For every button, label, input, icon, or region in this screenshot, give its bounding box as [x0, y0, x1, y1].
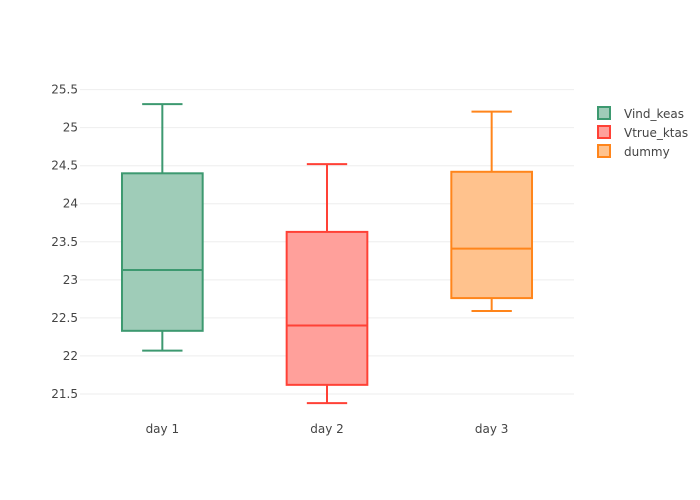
y-tick-label: 22 [63, 349, 78, 363]
y-tick-label: 23.5 [51, 235, 78, 249]
legend-swatch [597, 144, 611, 158]
legend-item-dummy[interactable]: dummy [597, 144, 670, 159]
x-tick-label: day 3 [475, 422, 509, 436]
y-tick-label: 22.5 [51, 311, 78, 325]
x-tick-label: day 2 [310, 422, 344, 436]
y-axis: 21.5 22 22.5 23 23.5 24 24.5 25 25.5 [51, 83, 78, 401]
legend-item-vtrue-ktas[interactable]: Vtrue_ktas [597, 125, 688, 140]
iqr-box [285, 230, 369, 386]
iqr-box [450, 170, 534, 300]
y-tick-label: 21.5 [51, 387, 78, 401]
legend-label: Vtrue_ktas [624, 126, 688, 140]
y-tick-label: 23 [63, 273, 78, 287]
box-vtrue-ktas [285, 163, 369, 405]
legend-swatch [597, 106, 611, 120]
y-tick-label: 25.5 [51, 83, 78, 97]
box-vind-keas [120, 103, 204, 352]
boxes [120, 103, 534, 405]
x-axis: day 1 day 2 day 3 [146, 422, 509, 436]
legend-label: dummy [624, 145, 670, 159]
legend-item-vind-keas[interactable]: Vind_keas [597, 106, 684, 121]
iqr-box [120, 172, 204, 332]
box-dummy [450, 110, 534, 313]
y-tick-label: 24 [63, 197, 78, 211]
y-tick-label: 25 [63, 121, 78, 135]
x-tick-label: day 1 [146, 422, 180, 436]
legend-label: Vind_keas [624, 107, 684, 121]
legend-swatch [597, 125, 611, 139]
y-tick-label: 24.5 [51, 159, 78, 173]
